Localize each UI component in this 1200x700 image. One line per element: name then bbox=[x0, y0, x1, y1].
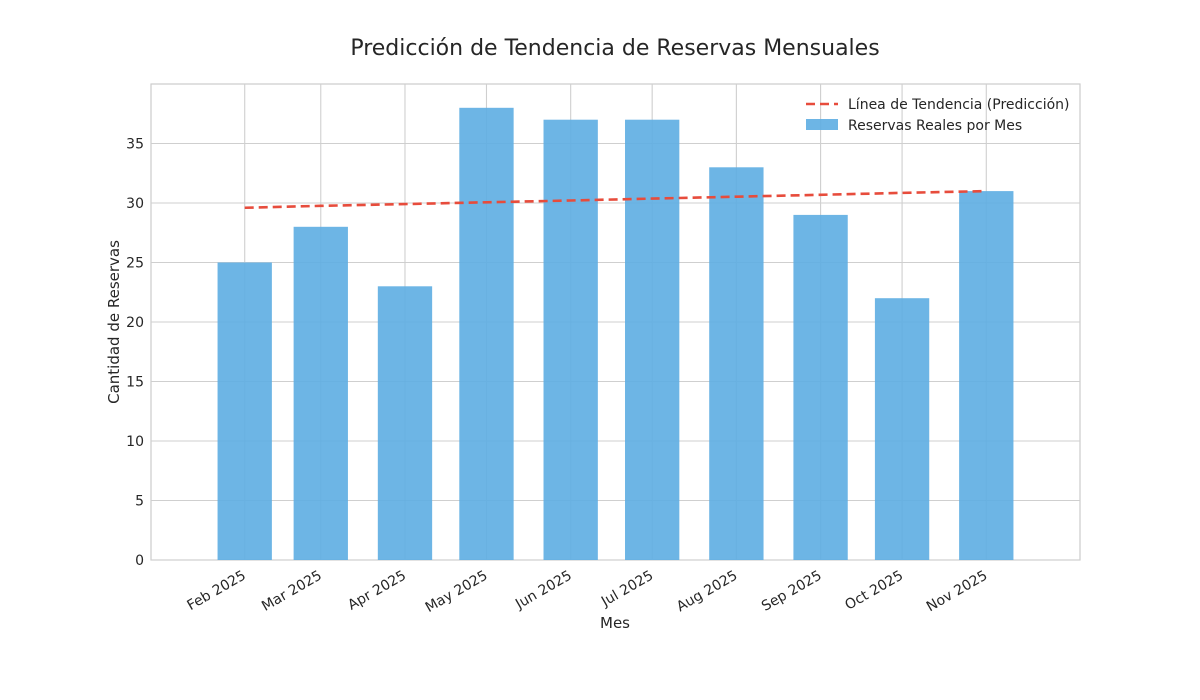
bar bbox=[709, 167, 764, 561]
y-tick-labels: 0 5 10 15 20 25 30 35 bbox=[126, 137, 144, 570]
bars bbox=[217, 107, 1014, 561]
x-tick-label: Apr 2025 bbox=[345, 568, 409, 614]
y-tick-label: 5 bbox=[135, 494, 144, 510]
x-tick-label: Mar 2025 bbox=[259, 568, 325, 615]
bar bbox=[217, 262, 272, 560]
legend-bar-label: Reservas Reales por Mes bbox=[848, 118, 1022, 134]
x-tick-label: Sep 2025 bbox=[759, 568, 825, 615]
x-tick-label: Nov 2025 bbox=[924, 568, 990, 616]
x-tick-labels: Feb 2025 Mar 2025 Apr 2025 May 2025 Jun 2025… bbox=[185, 568, 991, 616]
bar bbox=[793, 214, 848, 560]
legend-trend-label: Línea de Tendencia (Predicción) bbox=[848, 97, 1069, 113]
x-tick-label: Jul 2025 bbox=[598, 568, 656, 611]
y-tick-label: 25 bbox=[126, 256, 144, 272]
x-axis-label: Mes bbox=[600, 614, 630, 632]
y-tick-label: 35 bbox=[126, 137, 144, 153]
bar bbox=[625, 119, 680, 560]
bar bbox=[959, 191, 1014, 560]
chart-title: Predicción de Tendencia de Reservas Mens… bbox=[350, 36, 879, 61]
y-tick-label: 0 bbox=[135, 553, 144, 569]
y-tick-label: 15 bbox=[126, 375, 144, 391]
y-tick-label: 30 bbox=[126, 196, 144, 212]
legend: Línea de Tendencia (Predicción) Reservas… bbox=[806, 97, 1069, 134]
y-tick-label: 20 bbox=[126, 315, 144, 331]
y-tick-label: 10 bbox=[126, 434, 144, 450]
y-axis-label: Cantidad de Reservas bbox=[105, 240, 123, 404]
x-tick-label: Feb 2025 bbox=[185, 568, 249, 614]
bar bbox=[874, 298, 930, 560]
trend-line bbox=[244, 189, 987, 210]
bar bbox=[459, 107, 514, 561]
trend-line-group bbox=[244, 189, 987, 210]
bar bbox=[543, 119, 598, 560]
x-tick-label: Jun 2025 bbox=[512, 568, 575, 613]
x-tick-label: Oct 2025 bbox=[842, 568, 906, 614]
bar bbox=[377, 286, 433, 560]
x-tick-label: May 2025 bbox=[423, 568, 491, 616]
legend-bar-swatch bbox=[806, 119, 838, 130]
bar bbox=[293, 226, 348, 561]
x-tick-label: Aug 2025 bbox=[674, 568, 740, 616]
